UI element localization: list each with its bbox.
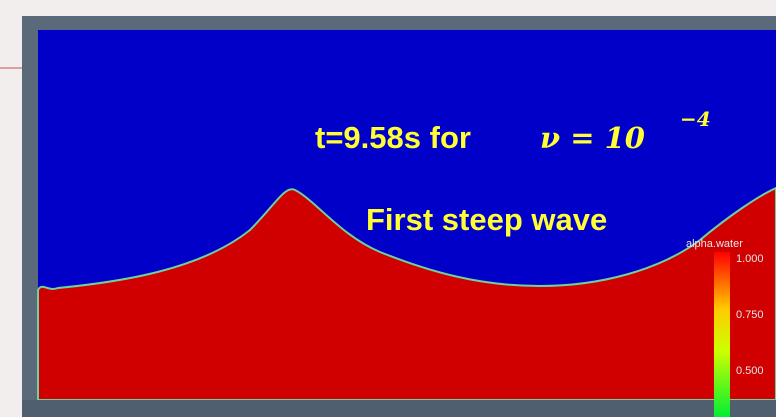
colorbar-tick: 0.750 (736, 309, 764, 321)
annotation-exponent: −4 (680, 107, 711, 131)
annotation-prefix: t=9.58s for (315, 120, 471, 155)
bottom-bar (22, 400, 776, 417)
colorbar-tick: 1.000 (736, 253, 764, 265)
page: alpha.water 1.000 0.750 0.500 t=9.58s fo… (0, 0, 776, 417)
annotation-equation: ν = 10 (540, 121, 645, 155)
slide: alpha.water 1.000 0.750 0.500 t=9.58s fo… (0, 0, 776, 417)
annotation-caption: First steep wave (366, 202, 607, 237)
colorbar-title: alpha.water (686, 238, 743, 250)
colorbar-tick: 0.500 (736, 365, 764, 377)
colorbar (714, 252, 730, 417)
